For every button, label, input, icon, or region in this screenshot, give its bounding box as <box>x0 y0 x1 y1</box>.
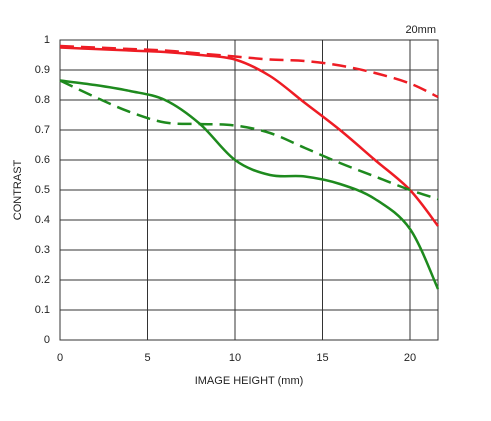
y-tick-label: 0 <box>44 334 50 346</box>
y-tick-label: 0.1 <box>35 304 50 316</box>
x-tick-label: 5 <box>144 352 150 364</box>
y-axis-label: CONTRAST <box>12 159 24 220</box>
y-tick-label: 0.7 <box>35 124 50 136</box>
y-tick-label: 0.8 <box>35 94 50 106</box>
y-tick-label: 0.5 <box>35 184 50 196</box>
series-line <box>59 79 440 290</box>
y-tick-label: 0.9 <box>35 64 50 76</box>
x-tick-label: 20 <box>404 352 416 364</box>
series-line <box>59 44 439 99</box>
series-line <box>59 46 439 227</box>
chart-title: 20mm <box>405 24 436 36</box>
x-axis-label: IMAGE HEIGHT (mm) <box>195 375 304 387</box>
series-line <box>59 79 439 201</box>
y-tick-label: 0.6 <box>35 154 50 166</box>
y-tick-label: 0.2 <box>35 274 50 286</box>
y-tick-label: 0.3 <box>35 244 50 256</box>
x-tick-label: 15 <box>316 352 328 364</box>
x-tick-label: 0 <box>57 352 63 364</box>
x-tick-label: 10 <box>229 352 241 364</box>
y-tick-label: 0.4 <box>35 214 50 226</box>
y-tick-label: 1 <box>44 34 50 46</box>
